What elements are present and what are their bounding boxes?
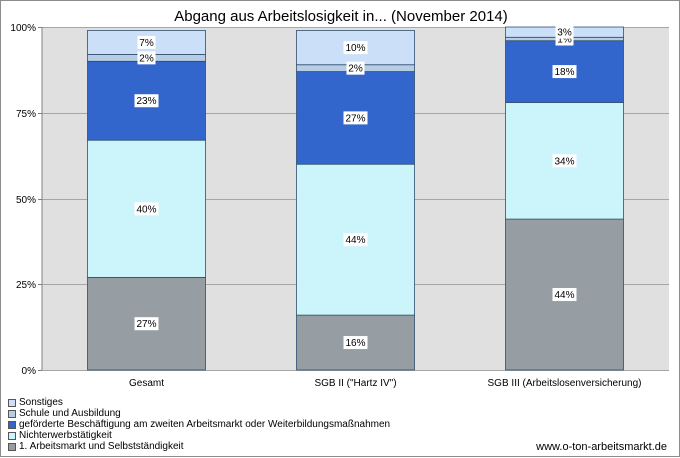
data-label: 27% [136, 319, 156, 330]
y-tick-label: 100% [10, 23, 36, 34]
data-label-box [343, 233, 368, 247]
legend-swatch [8, 398, 16, 407]
legend-item: geförderte Beschäftigung am zweiten Arbe… [8, 419, 390, 430]
data-label: 23% [136, 96, 156, 107]
legend-item: Schule und Ausbildung [8, 408, 390, 419]
legend-item: Nichterwerbstätigkeit [8, 430, 390, 441]
data-labels: 27% 40% 23% 2% 7% 16% 44% 27% 2% 10% 44% 34% 18% 1%3% [134, 25, 577, 350]
x-axis: Gesamt SGB II ("Hartz IV") SGB III (Arbeit… [129, 378, 641, 389]
data-label-box [343, 41, 368, 55]
data-label-box [137, 51, 156, 65]
source-credit: www.o-ton-arbeitsmarkt.de [536, 441, 667, 453]
legend: Sonstiges Schule und Ausbildung geförderte… [8, 397, 390, 452]
data-label: 2% [348, 64, 363, 75]
x-tick-label: SGB III (Arbeitslosenversicherung) [488, 378, 642, 389]
data-label-box [555, 25, 574, 39]
legend-label: 1. Arbeitsmarkt und Selbstständigkeit [19, 441, 184, 452]
bars [87, 26, 624, 371]
data-label: 27% [345, 113, 365, 124]
legend-swatch [8, 442, 16, 451]
data-label: 3% [557, 28, 572, 39]
x-tick-label: SGB II ("Hartz IV") [314, 378, 396, 389]
y-tick-label: 0% [22, 366, 37, 377]
legend-label: geförderte Beschäftigung am zweiten Arbe… [19, 419, 391, 430]
y-tick-label: 50% [16, 195, 36, 206]
legend-label: Schule und Ausbildung [19, 408, 121, 419]
data-label-box [552, 65, 577, 79]
data-label-box [137, 35, 156, 49]
data-label: 16% [345, 338, 365, 349]
legend-swatch [8, 420, 16, 429]
data-label: 44% [554, 290, 574, 301]
y-tick-label: 25% [16, 280, 36, 291]
data-label: 10% [345, 43, 365, 54]
legend-swatch [8, 431, 16, 440]
data-label: 1% [557, 35, 572, 46]
y-axis: 0% 25% 50% 75% 100% [10, 23, 43, 377]
legend-label: Nichterwerbstätigkeit [19, 430, 112, 441]
x-tick-label: Gesamt [129, 378, 164, 389]
legend-item: 1. Arbeitsmarkt und Selbstständigkeit [8, 441, 390, 452]
data-label-box [343, 336, 368, 350]
legend-item: Sonstiges [8, 397, 390, 408]
data-label-box [343, 111, 368, 125]
data-label-box [134, 202, 159, 216]
data-label-box [552, 288, 577, 302]
data-label: 2% [139, 53, 154, 64]
data-label: 40% [136, 204, 156, 215]
chart-title: Abgang aus Arbeitslosigkeit in... (Novem… [174, 8, 508, 25]
legend-label: Sonstiges [19, 397, 63, 408]
data-label-box [346, 61, 365, 75]
data-label-box [134, 94, 159, 108]
data-label: 7% [139, 38, 154, 49]
legend-swatch [8, 409, 16, 418]
y-tick-label: 75% [16, 109, 36, 120]
data-label-box [134, 317, 159, 331]
data-label-box [552, 154, 577, 168]
data-label: 34% [554, 156, 574, 167]
data-label: 18% [554, 67, 574, 78]
data-label: 44% [345, 235, 365, 246]
